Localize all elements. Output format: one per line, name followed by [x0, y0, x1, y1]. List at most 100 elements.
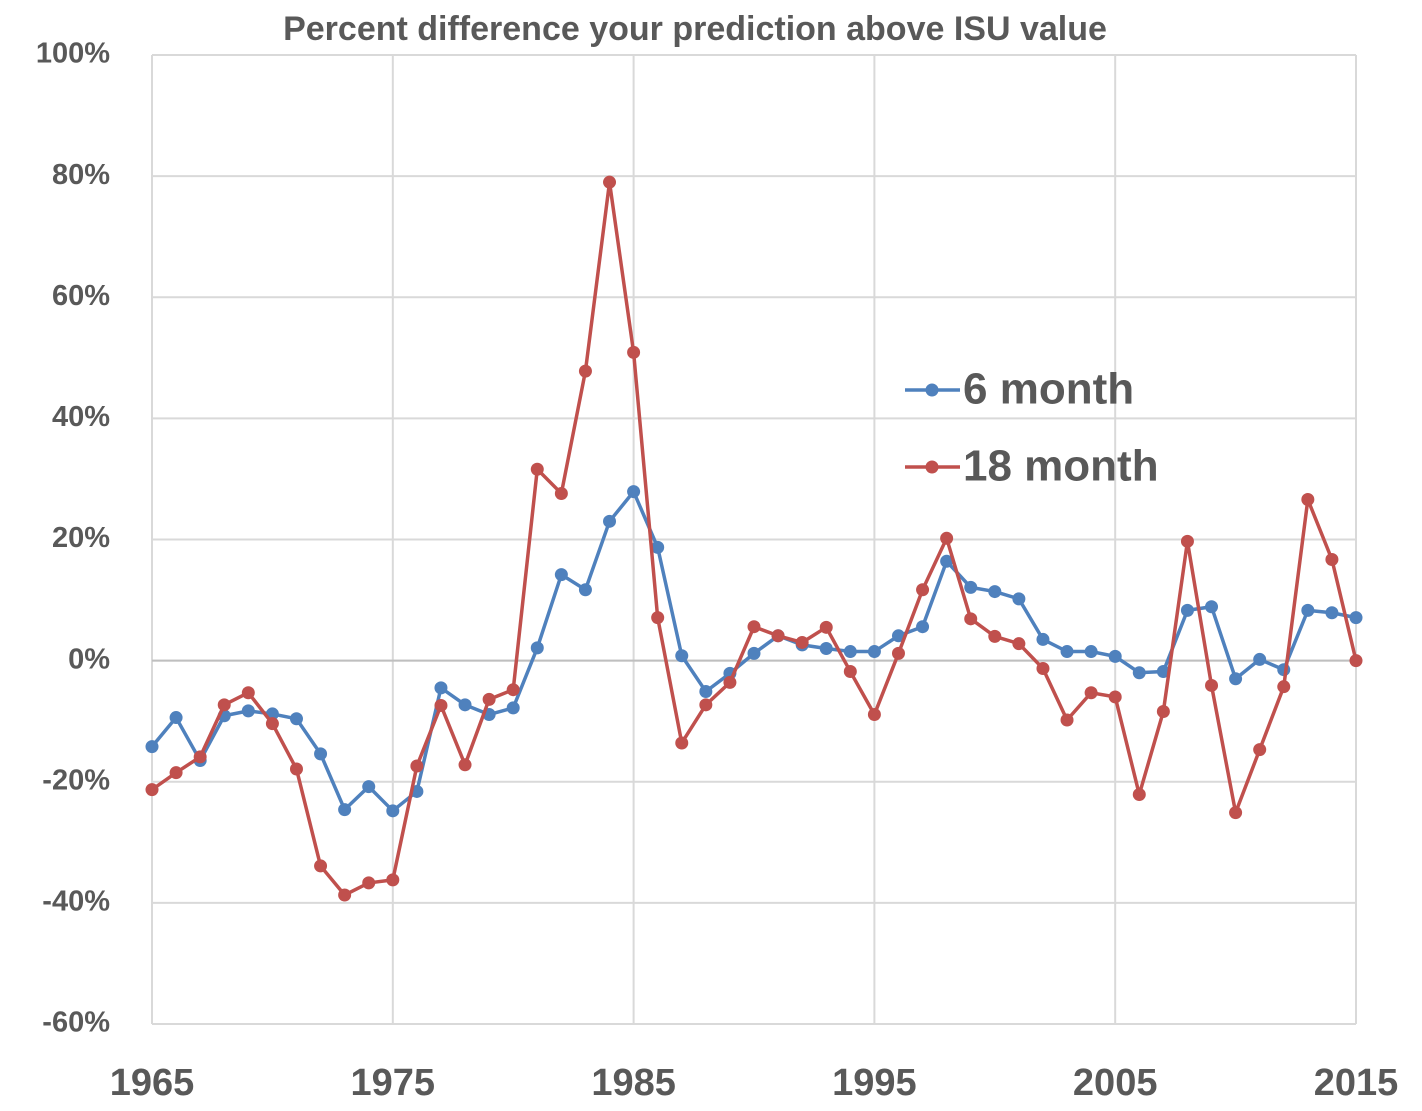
- data-point: [169, 711, 183, 725]
- data-point: [1108, 690, 1122, 704]
- data-point: [1108, 649, 1122, 663]
- data-point: [603, 175, 617, 189]
- data-point: [891, 629, 905, 643]
- y-tick-label: 40%: [52, 401, 110, 433]
- data-point: [169, 766, 183, 780]
- data-point: [940, 554, 954, 568]
- data-point: [1012, 592, 1026, 606]
- y-tick-label: 20%: [52, 522, 110, 554]
- chart-title: Percent difference your prediction above…: [283, 10, 1107, 48]
- data-point: [458, 698, 472, 712]
- data-point: [289, 762, 303, 776]
- data-point: [314, 747, 328, 761]
- data-point: [1132, 666, 1146, 680]
- x-tick-label: 2015: [1314, 1062, 1399, 1104]
- data-point: [410, 759, 424, 773]
- data-point: [458, 758, 472, 772]
- data-point: [1084, 645, 1098, 659]
- x-tick-label: 1985: [591, 1062, 676, 1104]
- x-tick-label: 1995: [832, 1062, 917, 1104]
- data-point: [434, 698, 448, 712]
- data-point: [554, 486, 568, 500]
- data-point: [217, 698, 231, 712]
- y-tick-label: 100%: [36, 38, 110, 70]
- data-point: [1253, 743, 1267, 757]
- x-tick-label: 2005: [1073, 1062, 1158, 1104]
- data-point: [771, 629, 785, 643]
- data-point: [386, 804, 400, 818]
- data-point: [1156, 665, 1170, 679]
- data-point: [651, 540, 665, 554]
- data-point: [338, 803, 352, 817]
- x-tick-label: 1965: [110, 1062, 195, 1104]
- data-point: [1060, 645, 1074, 659]
- data-point: [1349, 654, 1363, 668]
- data-point: [1036, 661, 1050, 675]
- data-point: [1060, 713, 1074, 727]
- data-point: [362, 780, 376, 794]
- data-point: [651, 611, 665, 625]
- data-point: [1229, 672, 1243, 686]
- data-point: [627, 485, 641, 499]
- data-point: [699, 685, 713, 699]
- data-point: [1229, 806, 1243, 820]
- data-point: [145, 783, 159, 797]
- data-point: [675, 649, 689, 663]
- data-point: [699, 698, 713, 712]
- data-point: [603, 514, 617, 528]
- data-point: [940, 531, 954, 545]
- data-point: [747, 646, 761, 660]
- data-point: [1132, 787, 1146, 801]
- y-tick-label: 0%: [68, 643, 110, 675]
- legend-label: 6 month: [963, 365, 1134, 414]
- data-point: [1253, 652, 1267, 666]
- data-point: [241, 704, 255, 718]
- data-point: [578, 364, 592, 378]
- y-tick-label: -40%: [42, 886, 110, 918]
- data-point: [1036, 632, 1050, 646]
- data-point: [723, 675, 737, 689]
- data-point: [988, 629, 1002, 643]
- data-point: [867, 645, 881, 659]
- data-point: [795, 635, 809, 649]
- data-point: [1301, 603, 1315, 617]
- data-point: [819, 642, 833, 656]
- data-point: [506, 701, 520, 715]
- legend-marker: [925, 460, 939, 474]
- data-point: [338, 888, 352, 902]
- data-point: [1325, 606, 1339, 620]
- data-point: [1156, 704, 1170, 718]
- data-point: [530, 641, 544, 655]
- data-point: [1349, 611, 1363, 625]
- y-tick-label: 80%: [52, 159, 110, 191]
- y-tick-label: 60%: [52, 280, 110, 312]
- data-point: [675, 736, 689, 750]
- data-point: [434, 681, 448, 695]
- data-point: [747, 620, 761, 634]
- data-point: [1205, 678, 1219, 692]
- data-point: [1180, 534, 1194, 548]
- x-tick-label: 1975: [351, 1062, 436, 1104]
- data-point: [916, 583, 930, 597]
- data-point: [1325, 552, 1339, 566]
- data-point: [843, 645, 857, 659]
- data-point: [554, 568, 568, 582]
- data-point: [530, 462, 544, 476]
- data-point: [314, 859, 328, 873]
- data-point: [1277, 680, 1291, 694]
- data-point: [819, 620, 833, 634]
- data-point: [1084, 686, 1098, 700]
- data-point: [627, 345, 641, 359]
- data-point: [1205, 600, 1219, 614]
- data-point: [482, 692, 496, 706]
- data-point: [916, 620, 930, 634]
- y-tick-label: -20%: [42, 764, 110, 796]
- data-point: [964, 580, 978, 594]
- data-point: [193, 750, 207, 764]
- data-point: [843, 665, 857, 679]
- data-point: [1180, 603, 1194, 617]
- data-point: [964, 612, 978, 626]
- legend-label: 18 month: [963, 442, 1159, 491]
- data-point: [265, 717, 279, 731]
